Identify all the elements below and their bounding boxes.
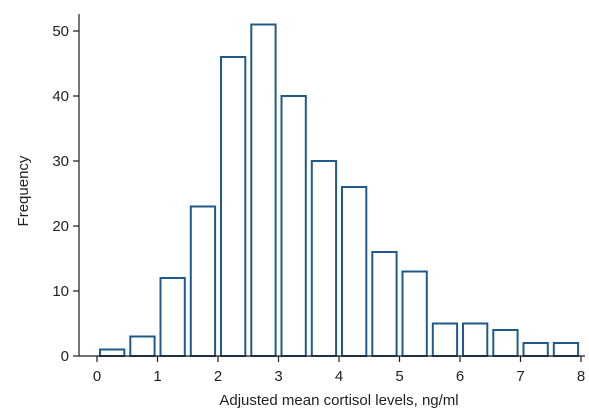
x-axis-title: Adjusted mean cortisol levels, ng/ml — [219, 392, 458, 409]
bars-group — [99, 23, 580, 357]
y-tick-label-40: 40 — [52, 88, 69, 105]
y-tick-label-20: 20 — [52, 218, 69, 235]
x-tick-label-6: 6 — [456, 368, 464, 385]
histogram-bar-4 — [220, 56, 247, 357]
x-tick-label-7: 7 — [516, 368, 524, 385]
x-tick-label-8: 8 — [577, 368, 585, 385]
x-tick-label-2: 2 — [214, 368, 222, 385]
y-tick-label-0: 0 — [61, 348, 69, 365]
histogram-bar-6 — [280, 95, 307, 357]
histogram-bar-7 — [310, 160, 338, 357]
axes-group: 0 10 20 30 40 50 0 1 2 3 4 5 6 7 8 — [52, 14, 585, 385]
histogram-bar-3 — [189, 205, 217, 357]
x-tick-label-4: 4 — [335, 368, 343, 385]
histogram-bar-8 — [341, 186, 368, 357]
x-tick-label-0: 0 — [93, 368, 101, 385]
histogram-bar-2 — [159, 277, 186, 357]
y-tick-label-30: 30 — [52, 153, 69, 170]
histogram-bar-5 — [250, 23, 277, 357]
histogram-bar-1 — [129, 335, 156, 357]
histogram-bar-11 — [431, 322, 459, 357]
histogram-bar-15 — [552, 342, 580, 357]
histogram-bar-12 — [462, 322, 489, 357]
histogram-bar-9 — [371, 251, 398, 357]
x-tick-label-5: 5 — [395, 368, 403, 385]
histogram-bar-0 — [99, 348, 126, 357]
histogram-bar-10 — [401, 270, 428, 357]
y-tick-label-50: 50 — [52, 23, 69, 40]
y-tick-label-10: 10 — [52, 283, 69, 300]
histogram-bar-13 — [492, 329, 519, 357]
x-tick-label-3: 3 — [274, 368, 282, 385]
x-tick-label-1: 1 — [153, 368, 161, 385]
y-axis-title: Frequency — [15, 155, 32, 226]
histogram-bar-14 — [522, 342, 549, 357]
